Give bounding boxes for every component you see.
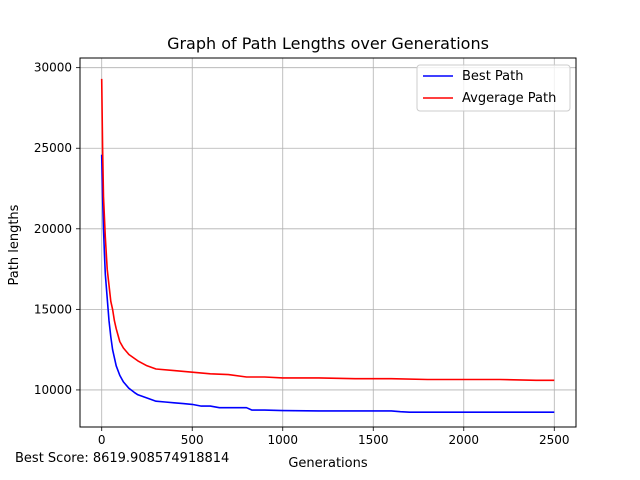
- legend-label: Avgerage Path: [462, 91, 556, 106]
- series-line-best-path: [100, 154, 555, 414]
- y-tick-label: 30000: [34, 61, 72, 75]
- y-axis-ticks: 10000 15000 20000 25000 30000: [34, 61, 80, 397]
- series-line-average-path: [100, 78, 555, 382]
- y-tick-label: 25000: [34, 141, 72, 155]
- x-axis-label: Generations: [288, 456, 368, 471]
- legend-box: [416, 64, 571, 112]
- grid-lines: [80, 58, 576, 427]
- y-tick-label: 15000: [34, 302, 72, 316]
- x-tick-label: 1500: [358, 433, 389, 447]
- legend-label: Best Path: [462, 69, 523, 84]
- best-score-text: Best Score: 8619.908574918814: [15, 451, 230, 466]
- y-tick-label: 10000: [34, 383, 72, 397]
- x-axis-ticks: 0 500 1000 1500 2000 2500: [98, 427, 570, 447]
- series-lines: [100, 78, 555, 414]
- legend: Best Path Avgerage Path: [416, 64, 571, 112]
- x-tick-label: 1000: [267, 433, 298, 447]
- x-tick-label: 2500: [539, 433, 570, 447]
- x-tick-label: 2000: [448, 433, 479, 447]
- x-tick-label: 500: [181, 433, 204, 447]
- plot-frame: [79, 57, 577, 428]
- y-axis-label: Path lengths: [7, 204, 22, 285]
- x-tick-label: 0: [98, 433, 106, 447]
- y-tick-label: 20000: [34, 222, 72, 236]
- chart-title: Graph of Path Lengths over Generations: [167, 34, 489, 53]
